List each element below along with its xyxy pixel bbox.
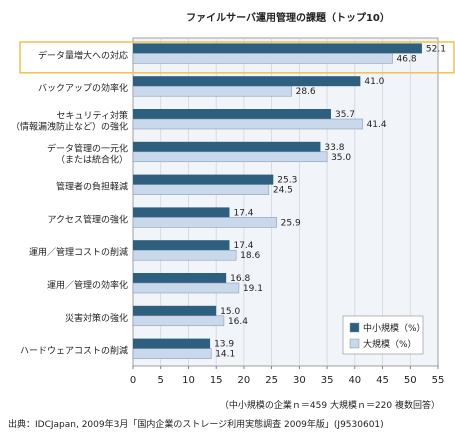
x-tick-label: 10 bbox=[182, 375, 195, 386]
source-note: 出典：IDCJapan, 2009年3月「国内企業のストレージ利用実態調査 20… bbox=[8, 418, 384, 430]
bar-small-mid bbox=[133, 174, 274, 185]
bar-large bbox=[132, 315, 225, 327]
category-label: 運用／管理コストの削減 bbox=[29, 246, 128, 258]
bar-value-label: 41.4 bbox=[367, 120, 387, 130]
bar-value-label: 14.1 bbox=[215, 350, 235, 360]
bar-small-mid bbox=[133, 305, 217, 316]
bar-value-label: 17.4 bbox=[233, 208, 253, 218]
category-label: （または統合化） bbox=[56, 153, 128, 165]
x-tick-label: 35 bbox=[321, 375, 334, 386]
category-label: データ量増大への対応 bbox=[38, 49, 128, 61]
bar-large bbox=[132, 85, 292, 97]
x-tick-label: 0 bbox=[130, 375, 136, 386]
category-label: データ管理の一元化 bbox=[47, 142, 128, 154]
x-tick-label: 55 bbox=[432, 375, 445, 386]
bar-value-label: 28.6 bbox=[296, 87, 316, 97]
bar-large bbox=[132, 249, 237, 261]
legend-label: 大規模（%） bbox=[363, 338, 417, 350]
bar-value-label: 16.4 bbox=[228, 317, 248, 327]
category-label: 運用／管理の効率化 bbox=[47, 279, 128, 291]
bar-small-mid bbox=[133, 76, 361, 87]
bar-large bbox=[132, 217, 277, 228]
bar-large bbox=[132, 53, 393, 64]
x-tick-label: 50 bbox=[404, 375, 417, 386]
bar-small-mid bbox=[133, 207, 230, 218]
bar-small-mid bbox=[133, 273, 227, 283]
bar-value-label: 17.4 bbox=[233, 241, 253, 251]
bar-value-label: 13.9 bbox=[214, 340, 234, 350]
category-label: アクセス管理の強化 bbox=[47, 213, 128, 225]
bar-value-label: 19.1 bbox=[243, 284, 263, 294]
category-label: （情報漏洩防止など）の強化 bbox=[11, 121, 128, 133]
x-tick-label: 5 bbox=[158, 375, 164, 386]
x-axis-ticks: 0 5 10 15 20 25 30 35 40 45 50 55 bbox=[130, 366, 445, 386]
bar-value-label: 35.0 bbox=[331, 153, 351, 163]
category-labels: データ量増大への対応バックアップの効率化セキュリティ対策（情報漏洩防止など）の強… bbox=[11, 49, 128, 356]
bar-value-label: 16.8 bbox=[230, 274, 250, 284]
bar-value-label: 52.1 bbox=[426, 44, 446, 54]
bar-value-label: 33.8 bbox=[324, 143, 344, 153]
bar-value-label: 46.8 bbox=[397, 54, 417, 64]
x-tick-label: 40 bbox=[348, 375, 361, 386]
x-tick-label: 30 bbox=[293, 375, 306, 386]
legend-swatch bbox=[349, 338, 360, 349]
category-label: 管理者の負担軽減 bbox=[56, 181, 128, 193]
bar-value-label: 25.9 bbox=[281, 218, 301, 228]
bar-value-label: 24.5 bbox=[273, 186, 293, 196]
bar-small-mid bbox=[133, 338, 211, 349]
chart-title: ファイルサーバ運用管理の課題（トップ10） bbox=[186, 11, 390, 24]
bar-value-label: 41.0 bbox=[364, 77, 384, 87]
bars: 52.1 46.8 41.0 28.6 35.7 41.4 33.835.0 25.324.5… bbox=[132, 43, 446, 360]
category-label: バックアップの効率化 bbox=[38, 82, 128, 94]
sample-note: （中小規模の企業ｎ＝459 大規模ｎ＝220 複数回答） bbox=[220, 399, 440, 411]
legend-label: 中小規模（%） bbox=[363, 322, 426, 334]
bar-small-mid bbox=[133, 43, 422, 54]
highlight-box bbox=[19, 41, 455, 74]
legend-swatch bbox=[349, 322, 360, 333]
bar-large bbox=[132, 184, 270, 195]
x-tick-label: 15 bbox=[210, 375, 223, 386]
category-label: 災害対策の強化 bbox=[65, 312, 128, 324]
legend: 中小規模（%） 大規模（%） bbox=[342, 315, 426, 355]
bar-large bbox=[132, 348, 212, 359]
bar-small-mid bbox=[133, 141, 321, 152]
x-tick-label: 20 bbox=[238, 375, 251, 386]
x-tick-label: 25 bbox=[265, 375, 278, 386]
bar-large bbox=[132, 118, 363, 130]
bar-large bbox=[132, 282, 240, 294]
category-label: ハードウェアコストの削減 bbox=[20, 345, 128, 357]
bar-large bbox=[132, 151, 328, 163]
bar-value-label: 18.6 bbox=[240, 251, 260, 261]
category-label: セキュリティ対策 bbox=[57, 110, 128, 122]
bar-small-mid bbox=[133, 109, 331, 119]
bar-value-label: 35.7 bbox=[335, 110, 355, 120]
x-tick-label: 45 bbox=[376, 375, 389, 386]
bar-value-label: 25.3 bbox=[277, 176, 297, 186]
bar-value-label: 15.0 bbox=[220, 307, 240, 317]
bar-small-mid bbox=[133, 240, 230, 251]
